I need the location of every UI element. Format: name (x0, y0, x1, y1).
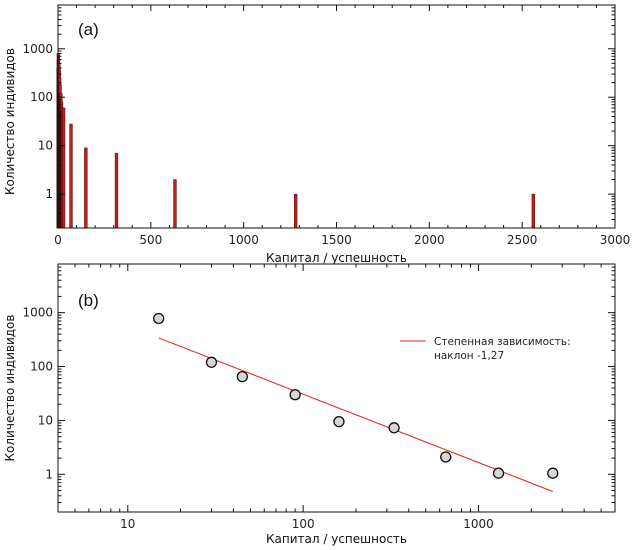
x-tick-label-1000: 1000 (463, 517, 494, 531)
panel-a-frame (57, 4, 616, 229)
y-tick-label-1: 1 (45, 187, 53, 201)
scatter-point-5 (388, 422, 400, 434)
scatter-point-1 (205, 356, 218, 368)
x-tick-label-10: 10 (120, 517, 135, 531)
x-tick-label-2500: 2500 (507, 233, 538, 247)
legend-text-line2: наклон -1,27 (434, 350, 504, 362)
panel-b-ticks: 10 100 1000 1 10 100 1000 (22, 264, 615, 531)
panel-a: 0 500 1000 1500 2000 2500 3000 1 10 100 1000 (a) К… (3, 4, 630, 265)
panel-b-y-axis-title: Количество индивидов (3, 315, 17, 462)
y-tick-label-100: 100 (30, 360, 53, 374)
x-tick-label-3000: 3000 (600, 233, 631, 247)
x-tick-label-500: 500 (139, 233, 162, 247)
legend: Степенная зависимость: наклон -1,27 (400, 336, 571, 362)
panel-b: 10 100 1000 1 10 100 1000 (b) Степенная зависи… (3, 263, 616, 546)
scatter-point-4 (333, 415, 345, 428)
panel-a-x-axis-title: Капитал / успешность (266, 251, 407, 265)
legend-text-line1: Степенная зависимость: (434, 336, 571, 348)
x-tick-label-1500: 1500 (321, 233, 352, 247)
panel-a-label: (a) (78, 20, 99, 39)
y-tick-label-100: 100 (30, 90, 53, 104)
y-tick-label-1000: 1000 (22, 42, 53, 56)
histogram-bar-21 (69, 123, 73, 229)
x-tick-label-2000: 2000 (414, 233, 445, 247)
x-tick-label-0: 0 (54, 233, 62, 247)
panel-b-x-axis-title: Капитал / успешность (266, 532, 407, 546)
scatter-point-2 (236, 370, 248, 383)
histogram-bars (56, 53, 535, 229)
panel-a-y-axis-title: Количество индивидов (3, 48, 17, 195)
panel-b-frame (57, 263, 616, 513)
x-tick-label-100: 100 (292, 517, 315, 531)
histogram-bar-20 (61, 107, 66, 229)
scatter-points (153, 312, 559, 479)
panel-b-label: (b) (78, 291, 99, 310)
histogram-bar-23 (114, 152, 119, 229)
y-tick-label-1: 1 (45, 467, 53, 481)
scatter-point-3 (289, 389, 301, 401)
panel-a-ticks: 0 500 1000 1500 2000 2500 3000 1 10 100 1000 (22, 5, 630, 247)
x-tick-label-1000: 1000 (228, 233, 259, 247)
histogram-bar-25 (294, 193, 298, 229)
y-tick-label-10: 10 (38, 139, 53, 153)
y-tick-label-10: 10 (38, 413, 53, 427)
scatter-point-8 (547, 467, 559, 479)
histogram-bar-24 (173, 179, 177, 229)
power-law-fit-line (158, 337, 553, 492)
histogram-bar-26 (531, 193, 535, 229)
scatter-point-0 (153, 312, 165, 325)
scatter-point-6 (440, 451, 452, 463)
histogram-bar-22 (84, 147, 88, 229)
scatter-point-7 (492, 467, 505, 479)
y-tick-label-1000: 1000 (22, 306, 53, 320)
